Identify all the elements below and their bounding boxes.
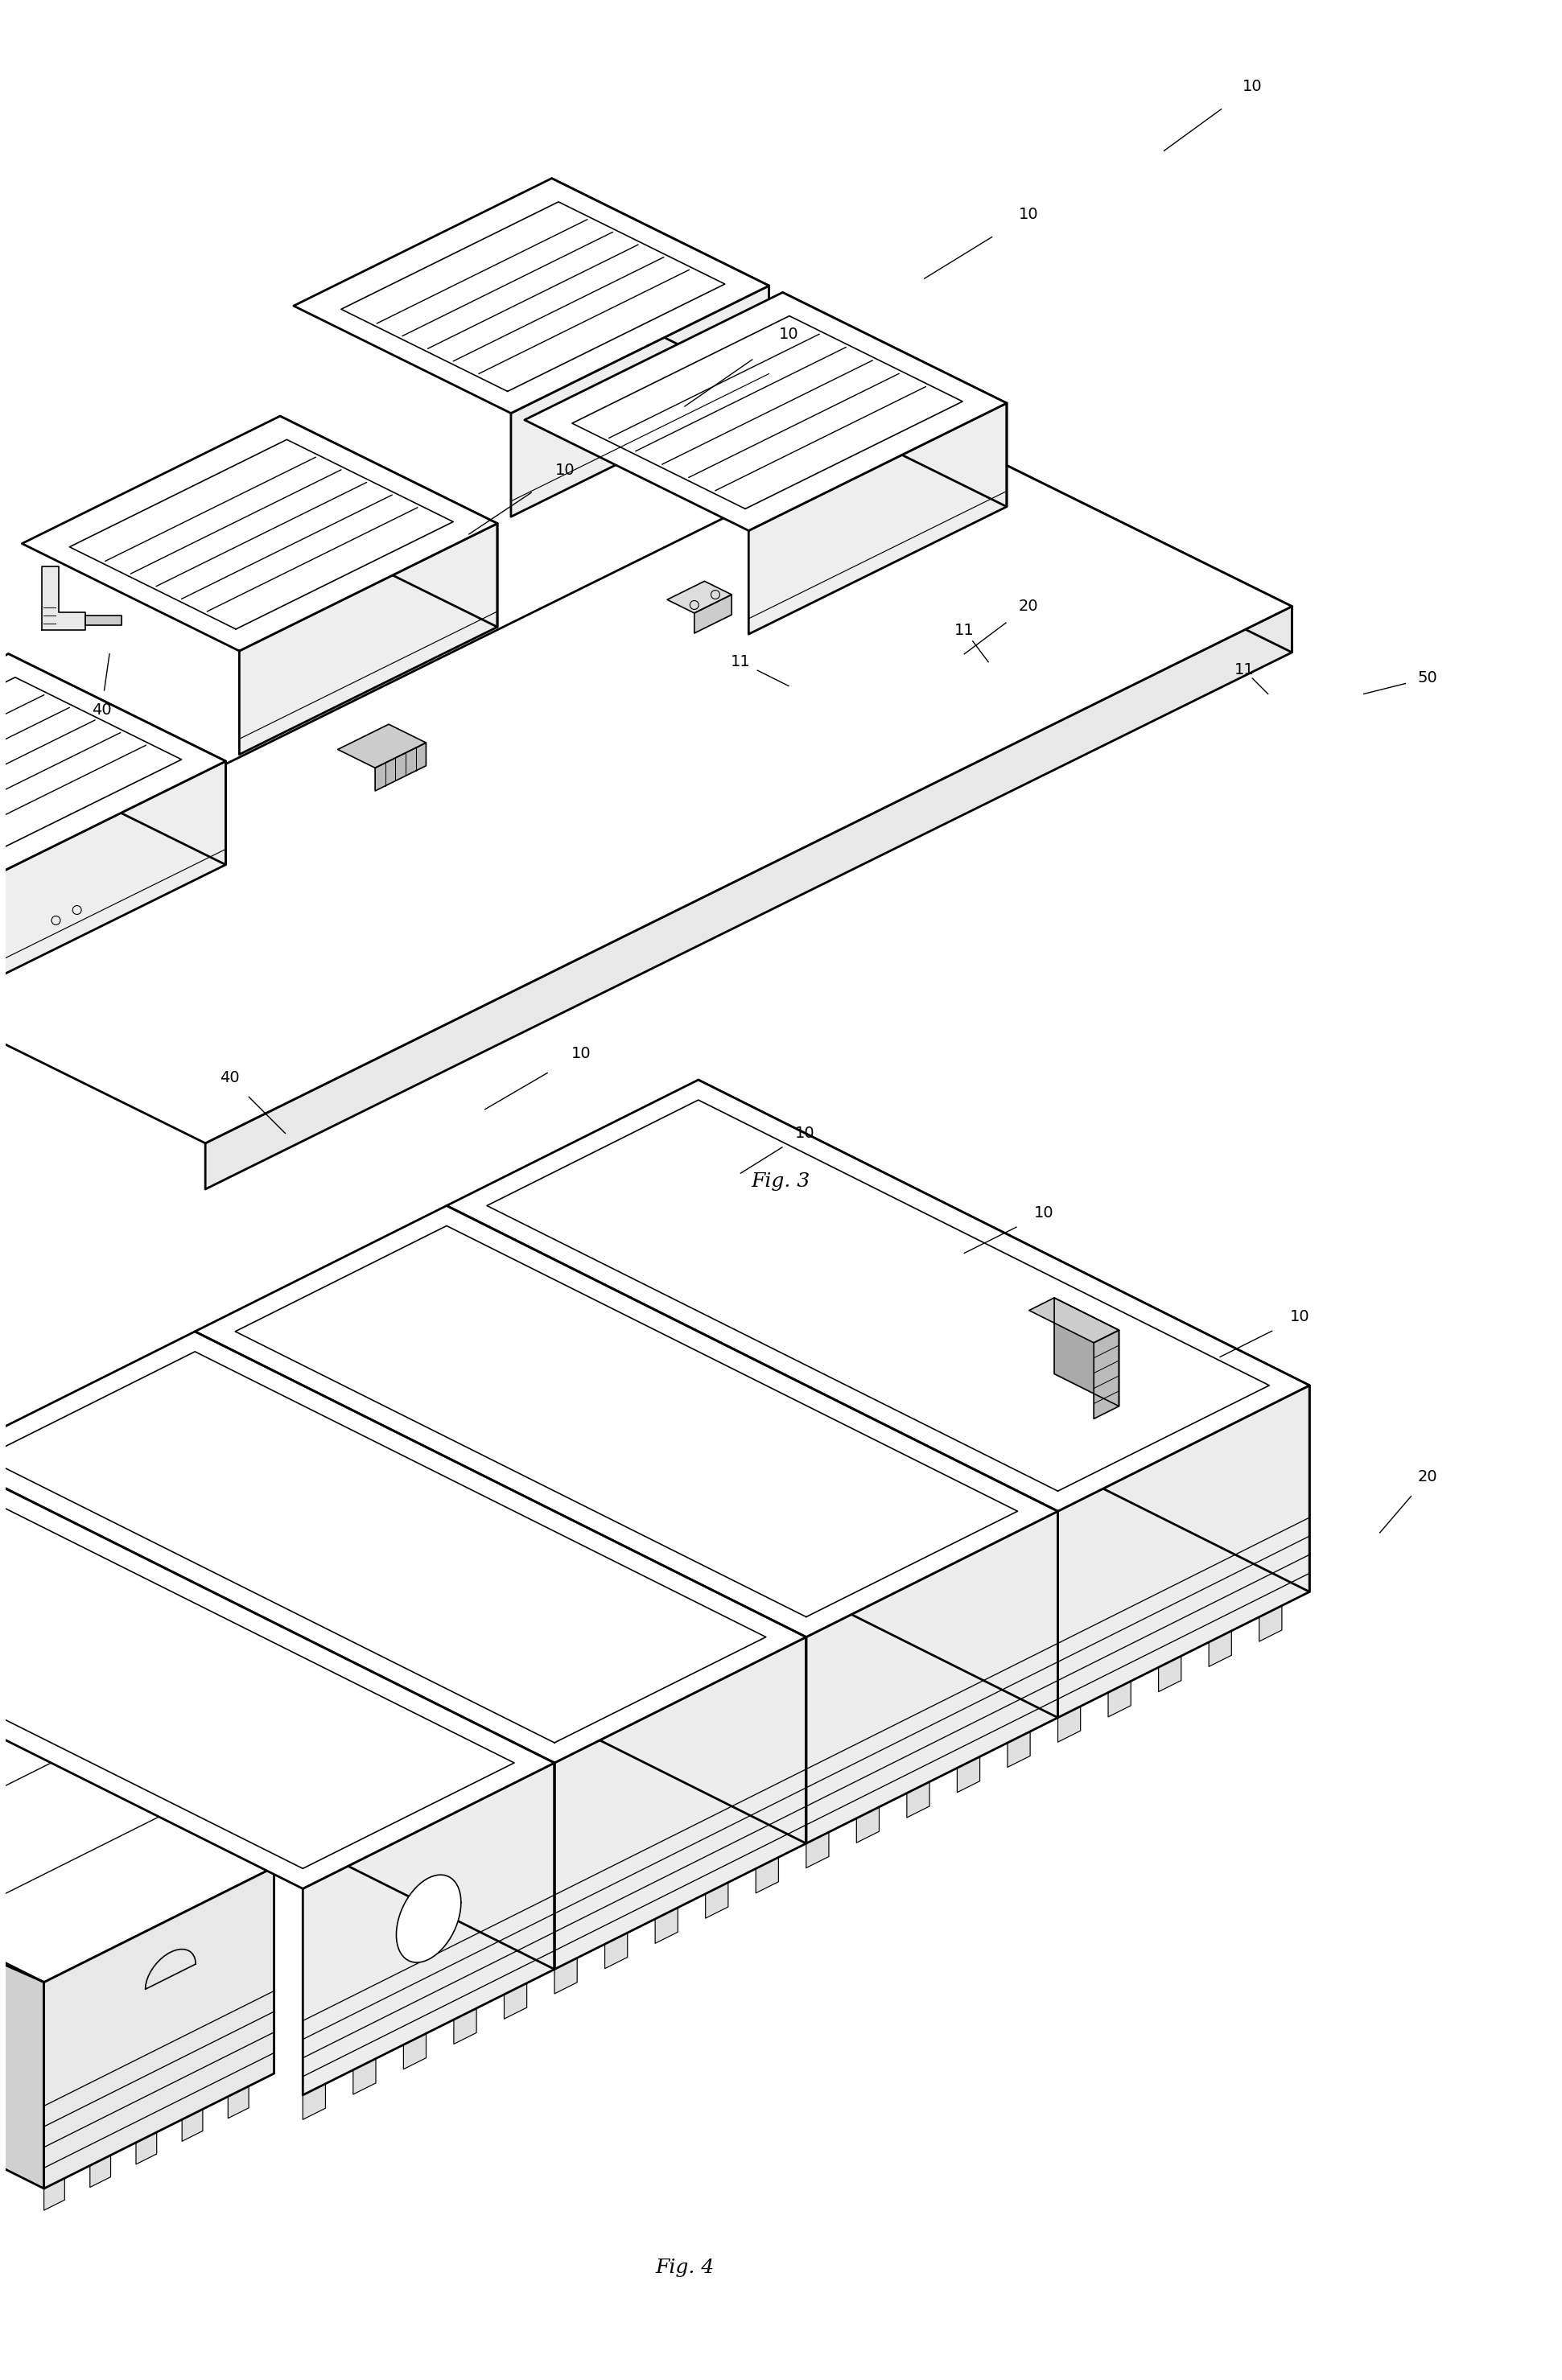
Text: 10: 10 xyxy=(1034,1207,1054,1221)
Text: 10: 10 xyxy=(1242,79,1262,95)
Polygon shape xyxy=(806,1833,829,1868)
Polygon shape xyxy=(0,762,225,992)
Polygon shape xyxy=(1093,1330,1118,1418)
Polygon shape xyxy=(695,595,731,633)
Polygon shape xyxy=(205,607,1292,1190)
Polygon shape xyxy=(294,178,769,414)
Polygon shape xyxy=(667,581,731,614)
Polygon shape xyxy=(511,286,769,516)
Polygon shape xyxy=(455,2009,476,2044)
Text: 10: 10 xyxy=(1290,1309,1311,1326)
Polygon shape xyxy=(136,2132,156,2163)
Polygon shape xyxy=(397,1875,461,1964)
Polygon shape xyxy=(525,293,1007,531)
Polygon shape xyxy=(748,402,1007,633)
Polygon shape xyxy=(958,1756,979,1792)
Polygon shape xyxy=(555,1959,576,1994)
Polygon shape xyxy=(783,293,1007,507)
Text: Fig. 4: Fig. 4 xyxy=(654,2259,714,2278)
Polygon shape xyxy=(337,724,426,769)
Polygon shape xyxy=(551,178,769,390)
Polygon shape xyxy=(654,1909,678,1944)
Polygon shape xyxy=(505,1983,526,2018)
Polygon shape xyxy=(28,897,94,928)
Polygon shape xyxy=(22,416,497,652)
Text: 11: 11 xyxy=(954,621,975,638)
Text: 11: 11 xyxy=(731,654,751,669)
Polygon shape xyxy=(0,1714,44,2190)
Polygon shape xyxy=(1057,1706,1081,1742)
Polygon shape xyxy=(8,654,225,864)
Polygon shape xyxy=(806,1511,1057,1844)
Text: 10: 10 xyxy=(572,1045,590,1061)
Polygon shape xyxy=(1209,1630,1231,1666)
Polygon shape xyxy=(1007,1733,1031,1768)
Text: 10: 10 xyxy=(779,326,798,343)
Text: 50: 50 xyxy=(1418,671,1437,685)
Text: 10: 10 xyxy=(1018,207,1039,221)
Polygon shape xyxy=(228,2087,248,2118)
Text: 20: 20 xyxy=(1418,1468,1437,1485)
Polygon shape xyxy=(1029,1297,1118,1342)
Polygon shape xyxy=(604,1933,628,1968)
Polygon shape xyxy=(856,1806,879,1842)
Polygon shape xyxy=(91,2156,111,2187)
Polygon shape xyxy=(86,616,122,626)
Polygon shape xyxy=(42,566,86,631)
Text: Fig. 3: Fig. 3 xyxy=(751,1171,811,1190)
Text: 40: 40 xyxy=(219,1069,239,1085)
Polygon shape xyxy=(0,1597,273,1983)
Polygon shape xyxy=(303,1764,555,2094)
Polygon shape xyxy=(447,1081,1309,1511)
Text: 10: 10 xyxy=(795,1126,814,1140)
Polygon shape xyxy=(555,1637,806,1968)
Polygon shape xyxy=(1259,1606,1282,1642)
Polygon shape xyxy=(918,421,1292,652)
Polygon shape xyxy=(1159,1656,1181,1692)
Text: 11: 11 xyxy=(1234,662,1254,678)
Polygon shape xyxy=(0,654,225,888)
Polygon shape xyxy=(0,421,1292,1142)
Polygon shape xyxy=(1107,1680,1131,1716)
Polygon shape xyxy=(706,1883,728,1918)
Polygon shape xyxy=(303,2085,325,2121)
Polygon shape xyxy=(280,416,497,626)
Polygon shape xyxy=(195,1207,1057,1637)
Polygon shape xyxy=(56,909,94,950)
Polygon shape xyxy=(239,524,497,754)
Polygon shape xyxy=(183,2109,203,2142)
Polygon shape xyxy=(908,1783,929,1818)
Polygon shape xyxy=(756,1856,778,1892)
Polygon shape xyxy=(0,1457,555,1890)
Polygon shape xyxy=(1057,1385,1309,1718)
Polygon shape xyxy=(44,2178,64,2211)
Text: 10: 10 xyxy=(555,462,575,478)
Polygon shape xyxy=(195,1330,806,1844)
Text: 20: 20 xyxy=(1018,597,1039,614)
Polygon shape xyxy=(447,1207,1057,1718)
Polygon shape xyxy=(44,1866,273,2190)
Polygon shape xyxy=(0,1457,555,1968)
Polygon shape xyxy=(698,1081,1309,1592)
Polygon shape xyxy=(353,2059,376,2094)
Polygon shape xyxy=(375,743,426,790)
Polygon shape xyxy=(0,1330,806,1764)
Polygon shape xyxy=(1054,1297,1118,1407)
Text: 40: 40 xyxy=(92,702,111,716)
Polygon shape xyxy=(403,2033,426,2068)
